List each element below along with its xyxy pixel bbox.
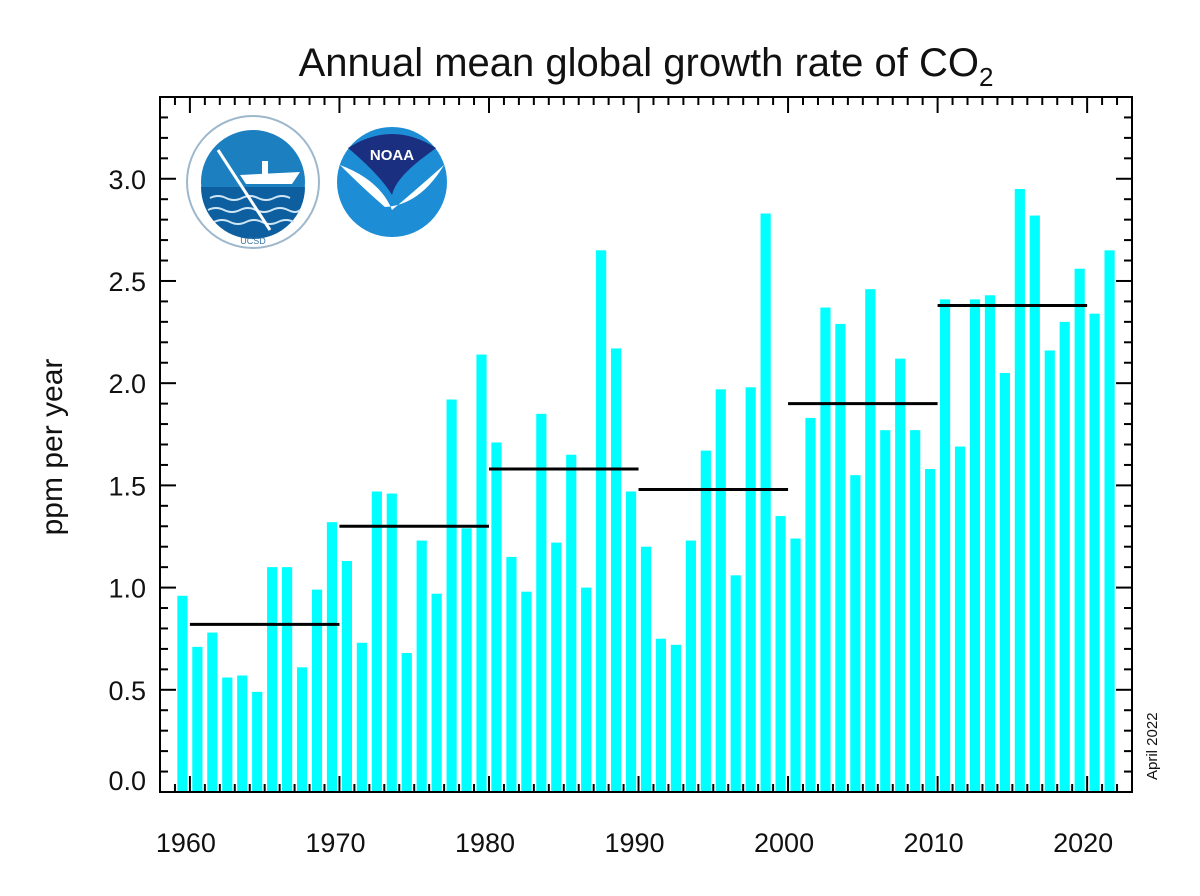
- bar-1986: [581, 587, 592, 792]
- date-annotation: April 2022: [1144, 712, 1161, 780]
- bar-2021: [1104, 250, 1115, 792]
- bar-2009: [925, 469, 936, 792]
- bar-1997: [745, 387, 756, 792]
- bar-2011: [954, 446, 966, 792]
- bar-1963: [237, 675, 248, 792]
- bar-1999: [775, 516, 786, 792]
- bar-2020: [1089, 313, 1100, 792]
- svg-text:UCSD: UCSD: [240, 236, 266, 246]
- bar-2016: [1029, 215, 1040, 792]
- bar-1966: [282, 567, 293, 792]
- x-tick-label: 1980: [455, 828, 515, 858]
- x-tick-label: 1970: [305, 828, 365, 858]
- bar-1960: [192, 646, 203, 792]
- y-tick-label: 0.0: [108, 766, 146, 796]
- bar-2004: [850, 475, 861, 792]
- bar-2010: [939, 299, 951, 792]
- bar-1985: [566, 454, 577, 792]
- y-tick-label: 1.5: [108, 471, 146, 501]
- bar-1989: [625, 491, 637, 792]
- bar-1992: [670, 644, 681, 792]
- y-tick-label: 2.5: [108, 267, 146, 297]
- bar-1965: [267, 567, 278, 792]
- bar-1961: [207, 632, 218, 792]
- bar-2018: [1059, 321, 1070, 792]
- bar-1974: [401, 653, 412, 792]
- bar-2006: [880, 430, 891, 792]
- bar-1990: [640, 546, 652, 792]
- bar-1959: [177, 595, 188, 792]
- scripps-logo: UCSD: [186, 115, 320, 249]
- bar-2014: [999, 372, 1010, 792]
- bar-2019: [1074, 268, 1085, 792]
- bar-1979: [476, 354, 487, 792]
- x-tick-label: 1960: [156, 828, 216, 858]
- bar-1968: [311, 589, 323, 792]
- bar-1971: [356, 642, 367, 792]
- bar-1998: [760, 213, 771, 792]
- bar-1993: [685, 540, 696, 792]
- bar-2000: [790, 538, 801, 792]
- bar-1994: [700, 450, 711, 792]
- y-tick-label: 0.5: [108, 676, 146, 706]
- y-tick-label: 1.0: [108, 574, 146, 604]
- y-axis-label: ppm per year: [36, 359, 69, 536]
- bar-1976: [431, 593, 442, 792]
- bar-1984: [551, 542, 562, 792]
- bar-1995: [715, 389, 726, 792]
- bar-2002: [820, 307, 831, 792]
- bar-1988: [611, 348, 622, 792]
- bar-1969: [326, 522, 338, 792]
- bar-2008: [910, 430, 921, 792]
- bar-1981: [506, 556, 517, 792]
- x-tick-label: 2000: [754, 828, 814, 858]
- bar-1978: [461, 528, 472, 792]
- bar-2001: [805, 417, 816, 792]
- bar-1973: [386, 493, 397, 792]
- x-tick-label: 2010: [904, 828, 964, 858]
- bar-2013: [984, 295, 996, 792]
- x-tick-label: 2020: [1053, 828, 1113, 858]
- noaa-logo: NOAA: [337, 127, 447, 237]
- logos: UCSD NOAA: [186, 115, 447, 249]
- bar-1964: [252, 691, 263, 792]
- y-tick-label: 2.0: [108, 369, 146, 399]
- bar-1975: [416, 540, 427, 792]
- x-tick-label: 1990: [604, 828, 664, 858]
- bar-1970: [341, 561, 353, 792]
- bar-2005: [865, 289, 876, 792]
- bar-2012: [969, 299, 981, 792]
- chart-title: Annual mean global growth rate of CO2: [299, 41, 994, 92]
- svg-text:NOAA: NOAA: [370, 147, 414, 164]
- y-tick-label: 3.0: [108, 165, 146, 195]
- bar-1962: [222, 677, 233, 792]
- bar-1972: [371, 491, 382, 792]
- bar-1982: [521, 591, 532, 792]
- bar-1967: [296, 667, 308, 792]
- bar-2015: [1014, 188, 1025, 792]
- bar-1991: [655, 638, 667, 792]
- bar-1987: [596, 250, 607, 792]
- bar-1977: [446, 399, 457, 792]
- bar-1983: [536, 413, 547, 792]
- bar-2017: [1044, 350, 1055, 792]
- bar-2003: [835, 323, 846, 792]
- bar-1980: [491, 442, 502, 792]
- bar-1996: [730, 575, 741, 792]
- bar-2007: [895, 358, 906, 792]
